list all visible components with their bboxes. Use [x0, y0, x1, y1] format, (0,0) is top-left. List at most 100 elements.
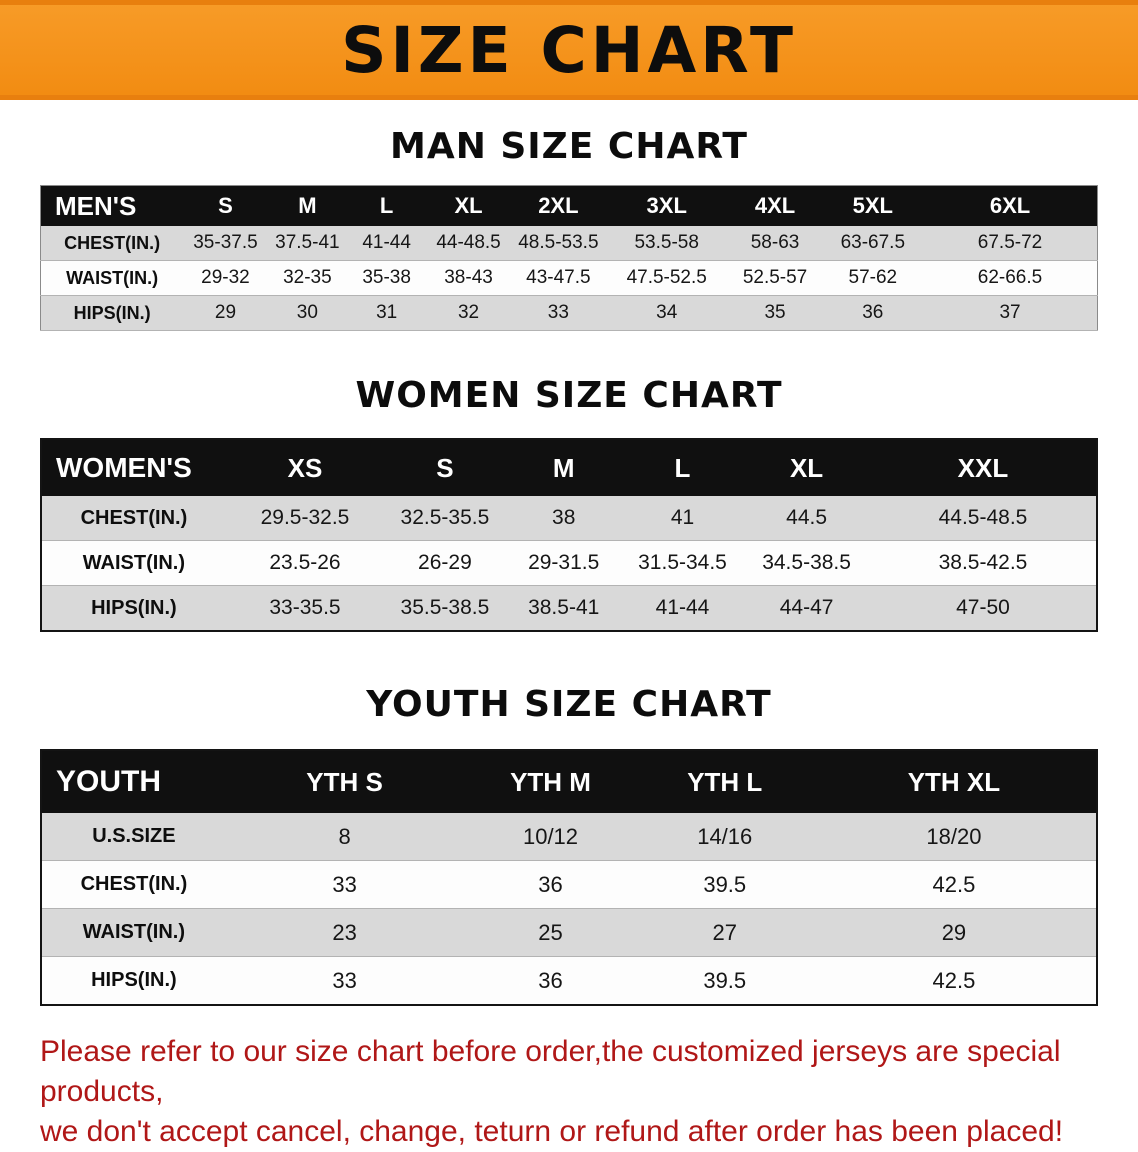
value-cell: 29.5-32.5 [225, 496, 385, 541]
value-cell: 47-50 [869, 585, 1097, 632]
table-title-cell-youth: YOUTH [41, 750, 226, 813]
value-cell: 33 [225, 860, 464, 909]
row-label: U.S.SIZE [41, 813, 226, 861]
column-header: L [621, 439, 744, 496]
sections: MAN SIZE CHART MEN'S S M L XL 2XL 3XL 4XL 5XL 6XL C… [0, 126, 1138, 1006]
section-heading-youth: YOUTH SIZE CHART [366, 684, 772, 725]
value-cell: 53.5-58 [605, 226, 728, 261]
table-title-cell-men: MEN'S [40, 185, 184, 226]
value-cell: 35-38 [347, 260, 427, 296]
value-cell: 8 [225, 813, 464, 861]
value-cell: 35-37.5 [183, 226, 268, 261]
value-cell: 27 [637, 908, 812, 957]
value-cell: 47.5-52.5 [605, 260, 728, 296]
value-cell: 33 [510, 295, 606, 331]
value-cell: 23 [225, 908, 464, 957]
row-label: HIPS(IN.) [41, 585, 226, 632]
column-header: XS [225, 439, 385, 496]
column-header: M [267, 185, 347, 226]
table-row: WAIST(IN.) 23.5-26 26-29 29-31.5 31.5-34.5 34… [41, 540, 1097, 586]
value-cell: 67.5-72 [923, 226, 1098, 261]
row-label: CHEST(IN.) [40, 226, 184, 261]
column-header: 4XL [727, 185, 823, 226]
value-cell: 57-62 [822, 260, 924, 296]
column-header: XXL [869, 439, 1097, 496]
table-row: CHEST(IN.) 33 36 39.5 42.5 [41, 860, 1097, 909]
row-label: HIPS(IN.) [40, 295, 184, 331]
column-header: L [347, 185, 427, 226]
column-header: YTH M [463, 750, 638, 813]
column-header: S [384, 439, 506, 496]
disclaimer-line-2: we don't accept cancel, change, teturn o… [40, 1115, 1064, 1148]
disclaimer-line-1: Please refer to our size chart before or… [40, 1035, 1061, 1108]
table-title-cell-women: WOMEN'S [41, 439, 226, 496]
value-cell: 32.5-35.5 [384, 496, 506, 541]
value-cell: 10/12 [463, 813, 638, 861]
value-cell: 36 [463, 860, 638, 909]
value-cell: 37 [923, 295, 1098, 331]
value-cell: 42.5 [811, 860, 1097, 909]
column-header: S [183, 185, 268, 226]
value-cell: 48.5-53.5 [510, 226, 606, 261]
value-cell: 43-47.5 [510, 260, 606, 296]
column-header: M [505, 439, 622, 496]
value-cell: 35.5-38.5 [384, 585, 506, 632]
value-cell: 62-66.5 [923, 260, 1098, 296]
value-cell: 63-67.5 [822, 226, 924, 261]
table-row: CHEST(IN.) 29.5-32.5 32.5-35.5 38 41 44.5 44.5… [41, 496, 1097, 541]
value-cell: 58-63 [727, 226, 823, 261]
column-header: 2XL [510, 185, 606, 226]
value-cell: 38 [505, 496, 622, 541]
row-label: CHEST(IN.) [41, 496, 226, 541]
banner-title: SIZE CHART [341, 13, 797, 87]
value-cell: 41-44 [347, 226, 427, 261]
value-cell: 36 [822, 295, 924, 331]
value-cell: 31.5-34.5 [621, 540, 744, 586]
table-row: HIPS(IN.) 33 36 39.5 42.5 [41, 956, 1097, 1006]
table-row: U.S.SIZE 8 10/12 14/16 18/20 [41, 813, 1097, 861]
row-label: WAIST(IN.) [40, 260, 184, 296]
value-cell: 29-31.5 [505, 540, 622, 586]
value-cell: 44-48.5 [426, 226, 511, 261]
value-cell: 38-43 [426, 260, 511, 296]
row-label: CHEST(IN.) [41, 860, 226, 909]
column-header: 5XL [822, 185, 924, 226]
row-label: WAIST(IN.) [41, 540, 226, 586]
value-cell: 44-47 [743, 585, 870, 632]
header-row-men: MEN'S S M L XL 2XL 3XL 4XL 5XL 6XL [40, 185, 1098, 226]
value-cell: 33-35.5 [225, 585, 385, 632]
size-table-women: WOMEN'S XS S M L XL XXL CHEST(IN.) 29.5-32.5 32.5… [40, 438, 1098, 632]
table-row: HIPS(IN.) 33-35.5 35.5-38.5 38.5-41 41-44 44-… [41, 585, 1097, 632]
column-header: XL [426, 185, 511, 226]
column-header: XL [743, 439, 870, 496]
value-cell: 44.5-48.5 [869, 496, 1097, 541]
value-cell: 29-32 [183, 260, 268, 296]
value-cell: 23.5-26 [225, 540, 385, 586]
column-header: 3XL [605, 185, 728, 226]
value-cell: 38.5-41 [505, 585, 622, 632]
value-cell: 35 [727, 295, 823, 331]
value-cell: 18/20 [811, 813, 1097, 861]
section-heading-women: WOMEN SIZE CHART [355, 375, 783, 416]
column-header: YTH XL [811, 750, 1097, 813]
row-label: WAIST(IN.) [41, 908, 226, 957]
value-cell: 38.5-42.5 [869, 540, 1097, 586]
value-cell: 44.5 [743, 496, 870, 541]
value-cell: 29 [183, 295, 268, 331]
size-table-men: MEN'S S M L XL 2XL 3XL 4XL 5XL 6XL CHEST(IN.) 35-37… [40, 185, 1098, 331]
value-cell: 39.5 [637, 860, 812, 909]
value-cell: 32 [426, 295, 511, 331]
value-cell: 30 [267, 295, 347, 331]
value-cell: 31 [347, 295, 427, 331]
value-cell: 41-44 [621, 585, 744, 632]
value-cell: 32-35 [267, 260, 347, 296]
section-heading-men: MAN SIZE CHART [390, 126, 748, 167]
value-cell: 14/16 [637, 813, 812, 861]
value-cell: 34.5-38.5 [743, 540, 870, 586]
table-row: WAIST(IN.) 23 25 27 29 [41, 908, 1097, 957]
value-cell: 41 [621, 496, 744, 541]
header-row-youth: YOUTH YTH S YTH M YTH L YTH XL [41, 750, 1097, 813]
column-header: YTH L [637, 750, 812, 813]
table-row: CHEST(IN.) 35-37.5 37.5-41 41-44 44-48.5 48.5… [40, 226, 1098, 261]
column-header: 6XL [923, 185, 1098, 226]
